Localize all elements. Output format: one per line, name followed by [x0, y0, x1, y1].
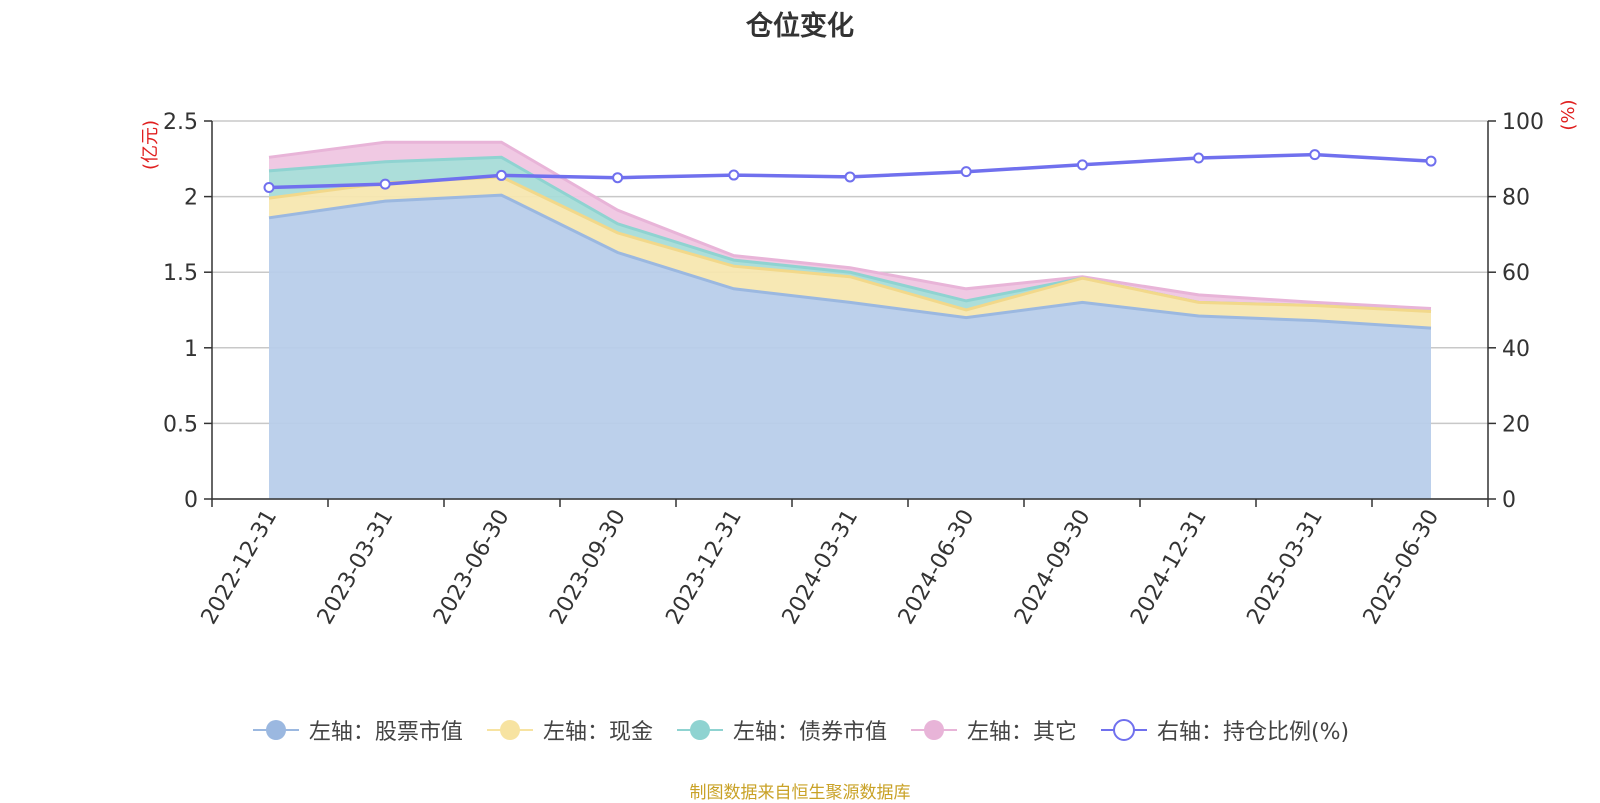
area-edge-3: [268, 140, 1432, 310]
area-2: [269, 157, 1431, 312]
left-tick-label: 1: [184, 337, 198, 362]
area-1: [269, 176, 1431, 329]
right-tick-label: 60: [1502, 261, 1530, 286]
x-tick-label: 2024-03-31: [778, 506, 864, 629]
ratio-point: [844, 171, 856, 183]
x-tick-label: 2023-06-30: [429, 506, 515, 629]
x-tick-label: 2023-09-30: [545, 506, 631, 629]
left-tick-label: 2.5: [163, 110, 198, 135]
stacked-areas: [268, 140, 1432, 499]
ratio-point: [728, 169, 740, 181]
right-tick-label: 20: [1502, 412, 1530, 437]
legend-item[interactable]: 左轴：股票市值: [251, 714, 463, 746]
legend-label: 右轴：持仓比例(%): [1156, 720, 1350, 745]
area-edge-0: [268, 193, 1432, 330]
legend-item[interactable]: 右轴：持仓比例(%): [1099, 714, 1349, 746]
chart-title: 仓位变化: [746, 11, 854, 42]
ratio-point: [1193, 152, 1205, 164]
ratio-point: [612, 172, 624, 184]
left-tick-label: 1.5: [163, 261, 198, 286]
source-note: 制图数据来自恒生聚源数据库: [689, 783, 911, 803]
left-axis-unit: (亿元): [140, 120, 161, 170]
ratio-line: [263, 149, 1437, 194]
ratio-point: [1309, 149, 1321, 161]
right-tick-label: 100: [1502, 110, 1544, 135]
legend-marker-icon: [1100, 719, 1147, 741]
legend-marker-icon: [486, 720, 533, 740]
left-tick-label: 0: [184, 488, 198, 513]
legend-marker-icon: [676, 720, 723, 740]
legend-label: 左轴：股票市值: [308, 720, 463, 745]
legend-item[interactable]: 左轴：其它: [909, 714, 1077, 746]
x-tick-label: 2023-12-31: [661, 506, 747, 629]
area-3: [269, 142, 1431, 312]
ratio-point: [1425, 155, 1437, 167]
right-tick-label: 80: [1502, 186, 1530, 211]
ratio-point: [960, 166, 972, 178]
legend-label: 左轴：债券市值: [732, 720, 887, 745]
chart-plot: 0 0.5 1 1.5 2 2.5 0 20 40 60 80 100 2022-12-31 2023-0…: [140, 99, 1579, 629]
right-tick-label: 40: [1502, 337, 1530, 362]
left-tick-label: 0.5: [163, 412, 198, 437]
x-tick-label: 2024-06-30: [894, 505, 980, 628]
right-tick-label: 0: [1502, 488, 1516, 513]
legend-marker-icon: [252, 720, 299, 740]
x-tick-label: 2024-12-31: [1126, 506, 1212, 629]
x-tick-label: 2022-12-31: [197, 506, 283, 629]
left-tick-label: 2: [184, 186, 198, 211]
ratio-point: [379, 178, 391, 190]
legend-label: 左轴：现金: [542, 720, 653, 745]
x-tick-label: 2025-06-30: [1359, 506, 1445, 629]
legend: 左轴：股票市值 左轴：现金 左轴：债券市值 左轴：其它 右轴：持仓比例(%): [0, 714, 1600, 746]
legend-item[interactable]: 左轴：债券市值: [675, 714, 887, 746]
legend-item[interactable]: 左轴：现金: [485, 714, 653, 746]
legend-label: 左轴：其它: [966, 720, 1077, 745]
x-tick-label: 2025-03-31: [1242, 506, 1328, 629]
right-axis-unit: (%): [1558, 99, 1579, 130]
ratio-point: [1076, 159, 1088, 171]
ratio-point: [495, 169, 507, 181]
area-0: [269, 195, 1431, 499]
ratio-point: [263, 182, 275, 194]
legend-marker-icon: [910, 720, 957, 740]
x-tick-label: 2023-03-31: [313, 506, 399, 629]
x-tick-label: 2024-09-30: [1010, 506, 1096, 629]
